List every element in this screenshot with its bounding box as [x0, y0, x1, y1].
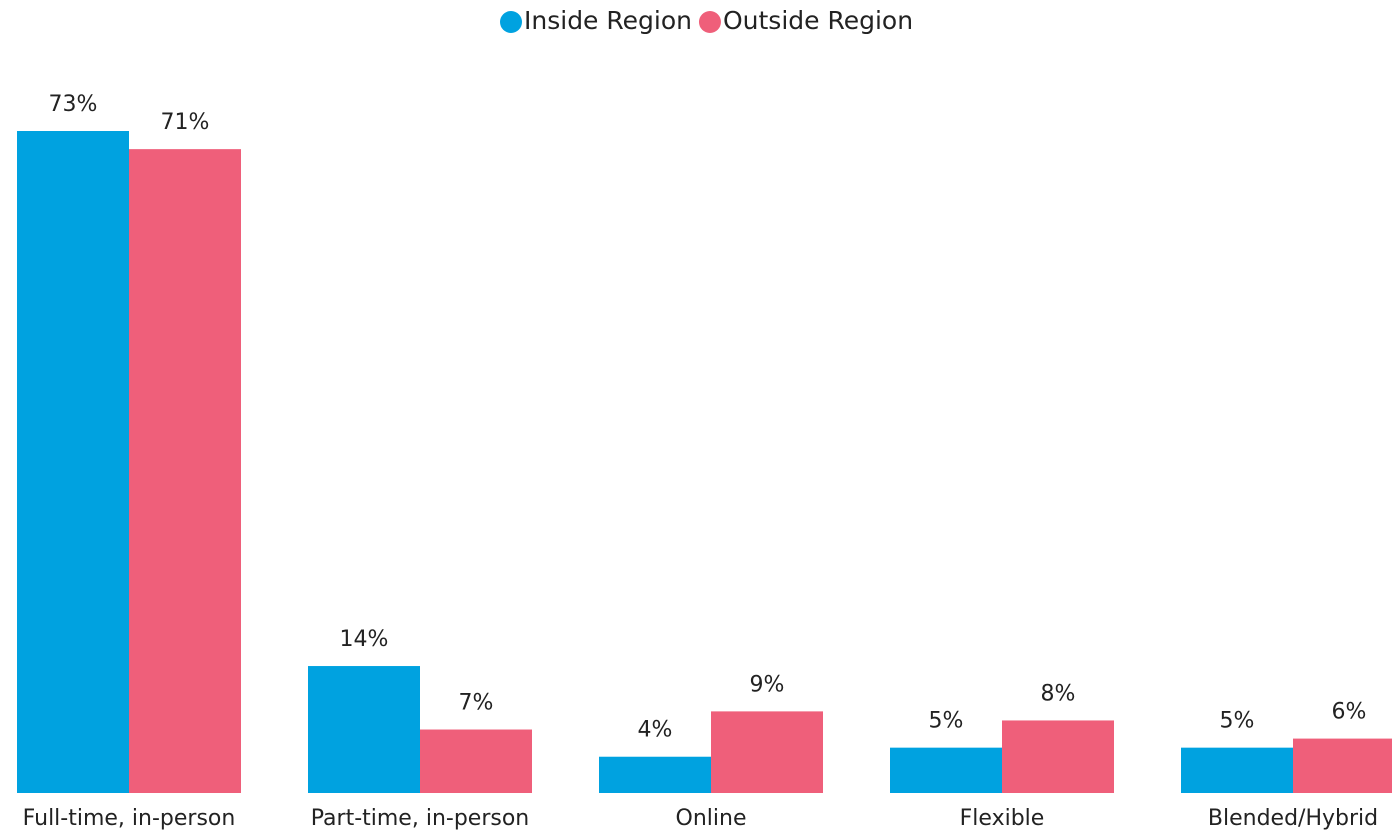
data-label: 8%	[1041, 681, 1076, 706]
data-label: 73%	[49, 92, 98, 117]
x-tick-label: Blended/Hybrid	[1208, 806, 1378, 831]
bar	[711, 711, 823, 793]
bar	[129, 149, 241, 794]
legend-label: Outside Region	[723, 6, 913, 35]
x-tick-label: Part-time, in-person	[311, 806, 529, 831]
bar	[420, 729, 532, 793]
data-label: 14%	[340, 627, 389, 652]
bar	[1002, 720, 1114, 793]
legend-marker	[698, 11, 721, 33]
x-tick-label: Flexible	[960, 806, 1045, 831]
data-label: 4%	[638, 718, 673, 743]
bar	[308, 666, 420, 793]
bar	[1181, 747, 1293, 793]
x-tick-label: Full-time, in-person	[23, 806, 236, 831]
legend-label: Inside Region	[524, 6, 692, 35]
data-label: 6%	[1332, 700, 1367, 725]
bar	[599, 756, 711, 793]
data-label: 5%	[929, 709, 964, 734]
bar	[17, 131, 129, 793]
data-label: 5%	[1220, 709, 1255, 734]
legend-marker	[500, 11, 522, 33]
bar	[890, 747, 1002, 793]
x-tick-label: Online	[676, 806, 747, 831]
data-label: 7%	[459, 691, 494, 716]
bar	[1293, 738, 1392, 793]
data-label: 71%	[161, 110, 210, 135]
data-label: 9%	[750, 672, 785, 697]
